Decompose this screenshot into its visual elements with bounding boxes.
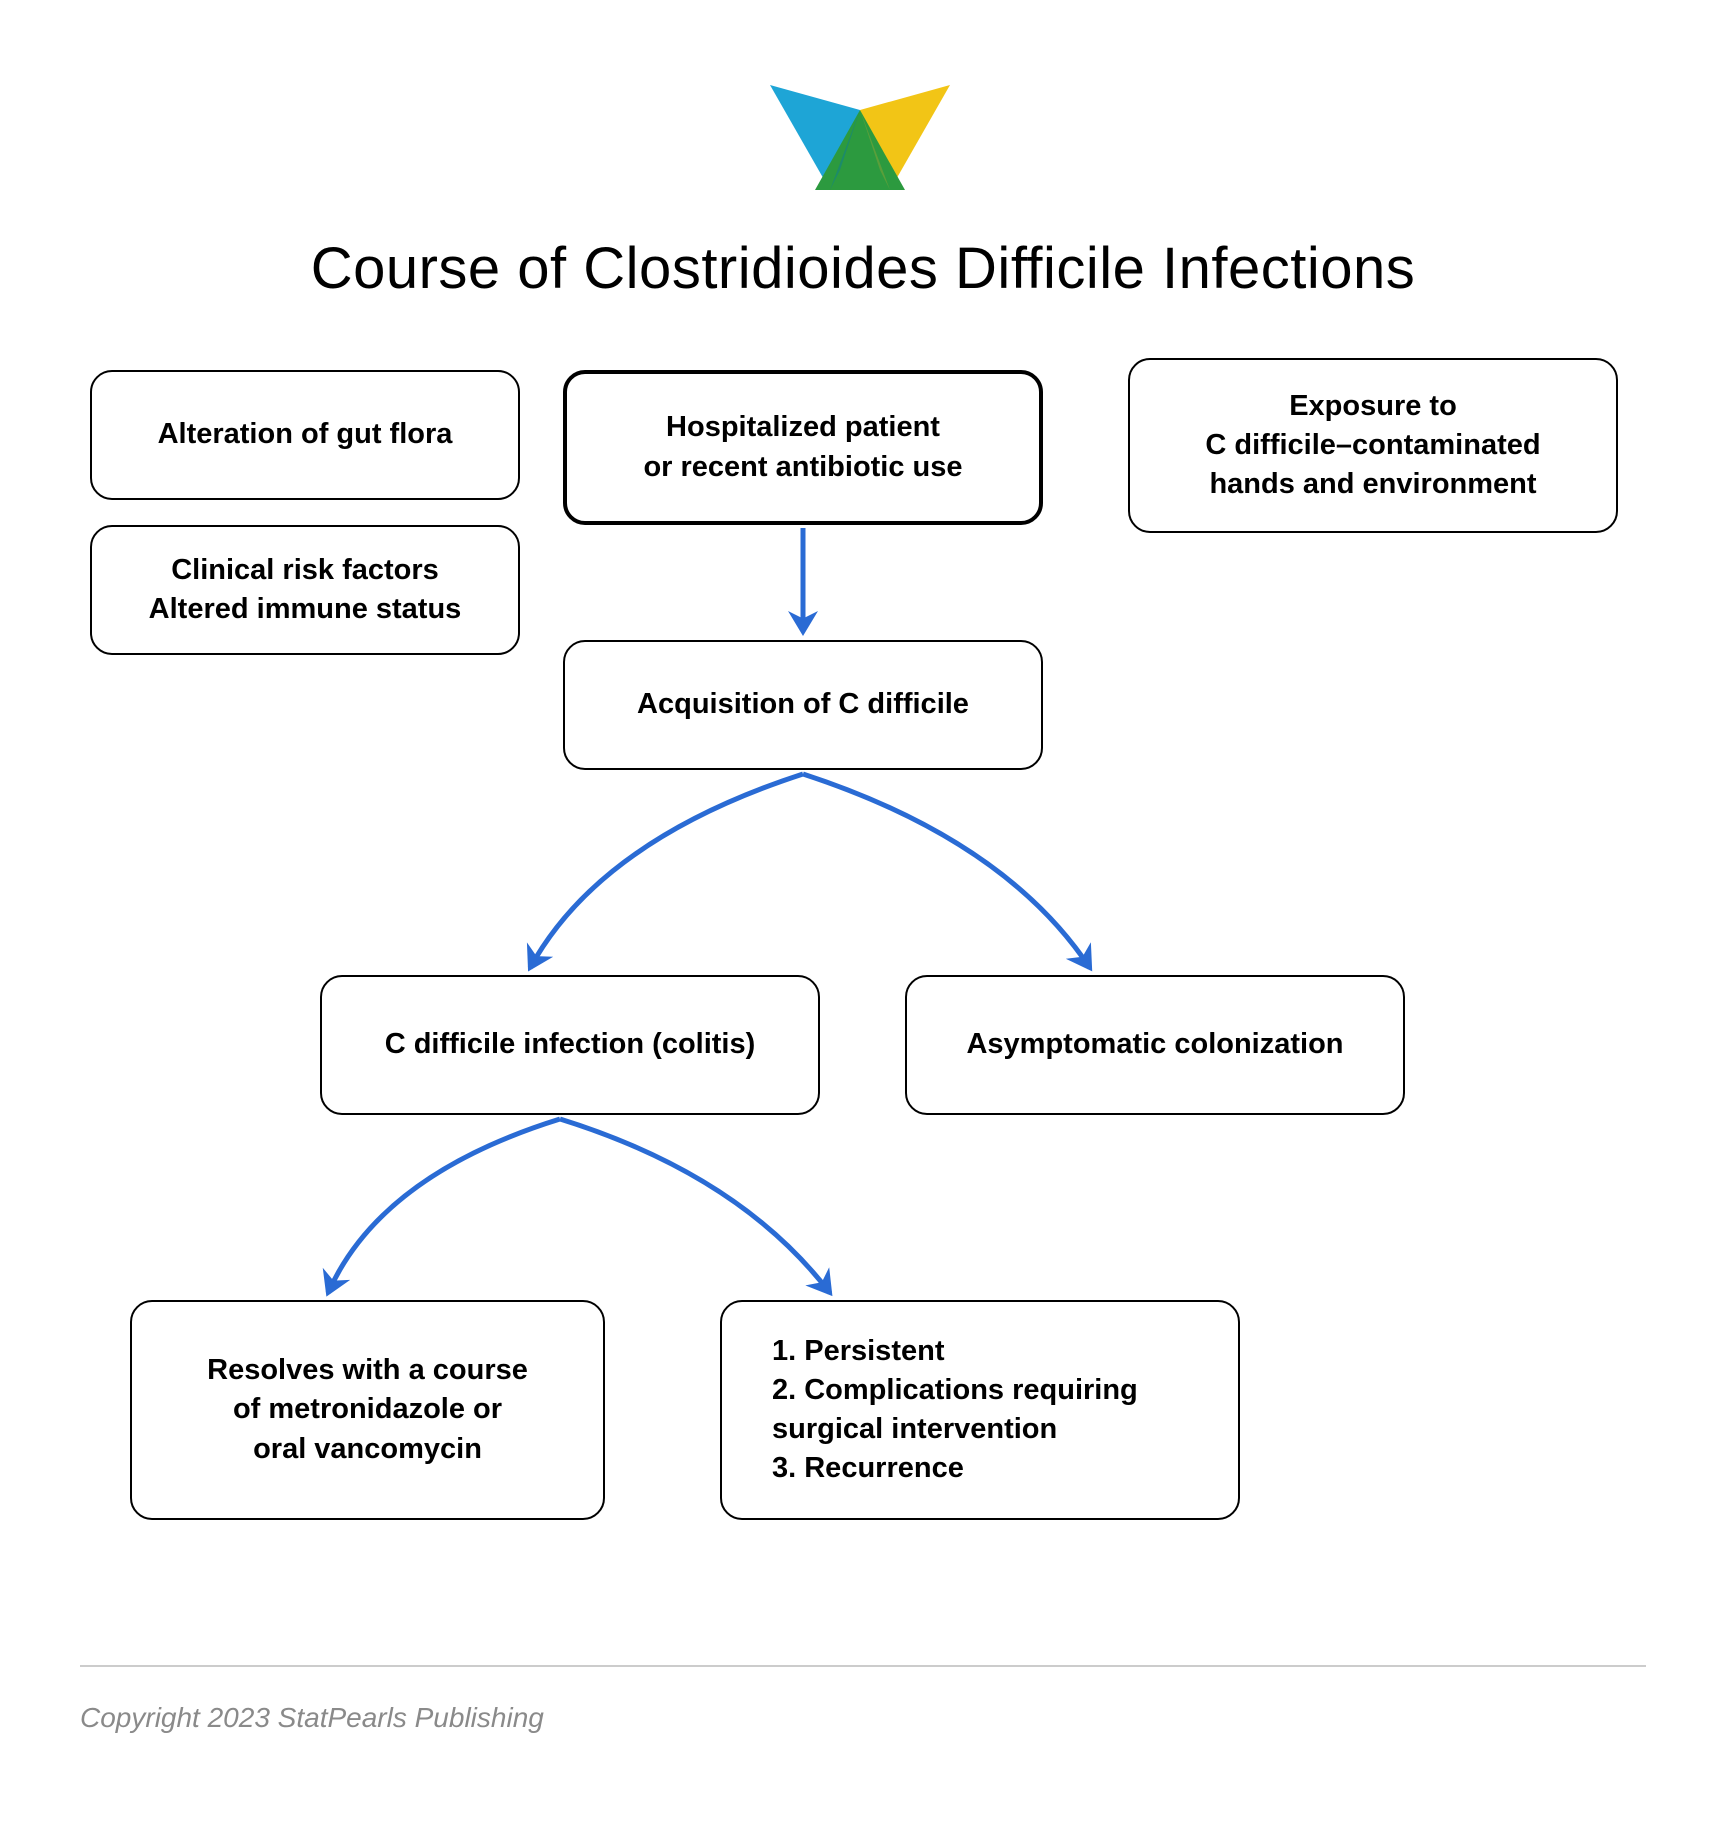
box-line: Asymptomatic colonization: [966, 1025, 1343, 1064]
page-title: Course of Clostridioides Difficile Infec…: [0, 235, 1726, 302]
box-line: 3. Recurrence: [772, 1449, 964, 1488]
arrow-acquisition-asymptomatic: [803, 774, 1090, 968]
box-infection: C difficile infection (colitis): [320, 975, 820, 1115]
box-line: 2. Complications requiring: [772, 1371, 1138, 1410]
box-exposure: Exposure to C difficile–contaminated han…: [1128, 358, 1618, 533]
box-alteration: Alteration of gut flora: [90, 370, 520, 500]
box-line: or recent antibiotic use: [643, 448, 962, 487]
box-asymptomatic: Asymptomatic colonization: [905, 975, 1405, 1115]
box-line: Hospitalized patient: [666, 408, 940, 447]
arrow-infection-resolves: [328, 1119, 560, 1293]
box-line: surgical intervention: [772, 1410, 1057, 1449]
footer-divider: [80, 1665, 1646, 1667]
box-line: 1. Persistent: [772, 1332, 944, 1371]
box-line: C difficile infection (colitis): [385, 1025, 756, 1064]
box-line: Resolves with a course: [207, 1351, 528, 1390]
box-line: of metronidazole or: [233, 1390, 502, 1429]
box-line: Exposure to: [1289, 387, 1457, 426]
box-acquisition: Acquisition of C difficile: [563, 640, 1043, 770]
box-outcomes: 1. Persistent 2. Complications requiring…: [720, 1300, 1240, 1520]
box-clinical-risk: Clinical risk factors Altered immune sta…: [90, 525, 520, 655]
box-line: Altered immune status: [149, 590, 462, 629]
logo: [760, 70, 960, 200]
arrow-infection-outcomes: [560, 1119, 830, 1293]
box-line: hands and environment: [1209, 465, 1536, 504]
box-resolves: Resolves with a course of metronidazole …: [130, 1300, 605, 1520]
box-line: Clinical risk factors: [171, 551, 439, 590]
box-hospitalized: Hospitalized patient or recent antibioti…: [563, 370, 1043, 525]
box-line: Acquisition of C difficile: [637, 685, 969, 724]
box-line: C difficile–contaminated: [1205, 426, 1540, 465]
copyright-text: Copyright 2023 StatPearls Publishing: [80, 1702, 544, 1734]
box-line: Alteration of gut flora: [158, 415, 453, 454]
arrow-acquisition-infection: [530, 774, 803, 968]
box-line: oral vancomycin: [253, 1430, 482, 1469]
